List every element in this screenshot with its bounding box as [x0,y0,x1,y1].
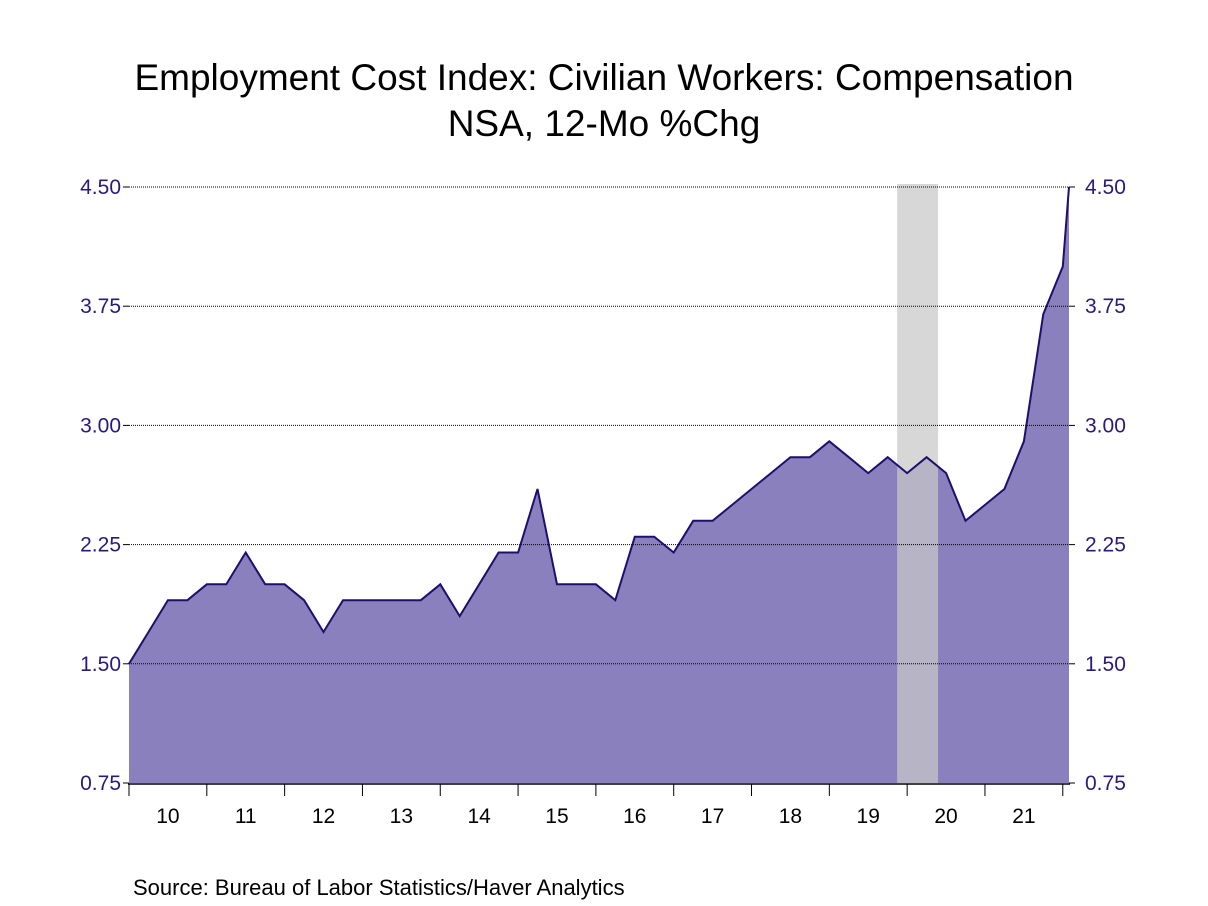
y-tick-label-left: 3.00 [80,414,121,437]
y-tick-label-left: 3.75 [80,295,121,318]
x-tick-label: 19 [857,805,880,828]
y-tick-label-left: 0.75 [80,772,121,795]
y-tick-label-right: 3.75 [1085,295,1126,318]
y-tick-label-right: 2.25 [1085,534,1126,557]
chart-title: Employment Cost Index: Civilian Workers:… [134,57,1074,98]
x-tick-label: 11 [235,805,257,828]
x-tick-label: 15 [545,805,568,828]
x-tick-label: 13 [390,805,413,828]
x-tick-label: 17 [701,805,724,828]
x-tick-label: 10 [156,805,179,828]
chart-subtitle: NSA, 12-Mo %Chg [447,103,761,144]
recession-band [897,184,939,783]
y-tick-label-left: 2.25 [80,534,121,557]
y-tick-label-right: 1.50 [1085,653,1126,676]
y-tick-label-right: 4.50 [1085,176,1126,199]
y-tick-label-left: 1.50 [80,653,121,676]
series-line [128,186,1070,665]
y-tick-label-right: 3.00 [1085,414,1126,437]
x-tick-label: 14 [467,805,491,828]
x-tick-label: 21 [1012,805,1035,828]
series-area [129,187,1069,783]
y-tick-label-right: 0.75 [1085,772,1126,795]
x-tick-label: 12 [312,805,335,828]
y-tick-label-left: 4.50 [80,176,121,199]
x-tick-label: 20 [934,805,957,828]
x-tick-label: 18 [779,805,802,828]
source-note: Source: Bureau of Labor Statistics/Haver… [133,875,625,900]
x-tick-label: 16 [623,805,646,828]
